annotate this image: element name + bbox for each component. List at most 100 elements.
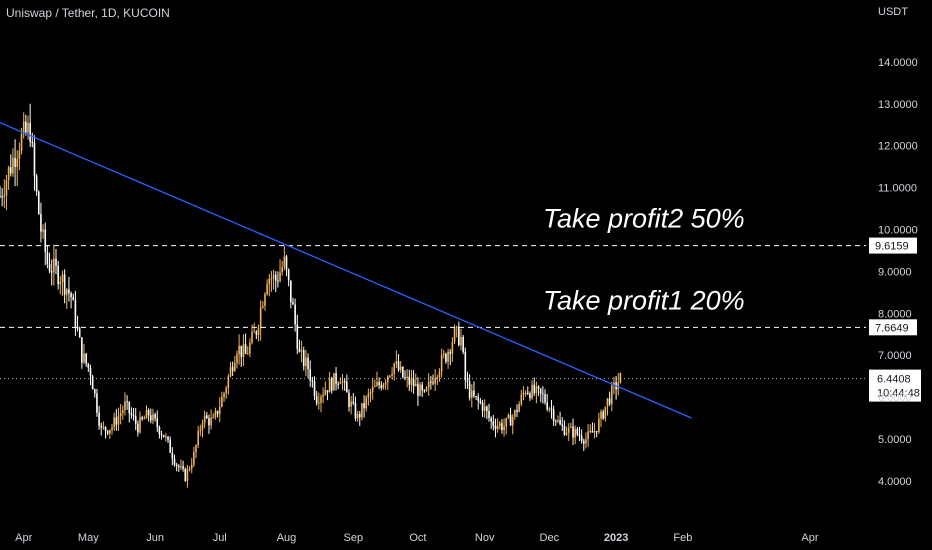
- candle-body: [307, 357, 309, 370]
- candle-body: [266, 284, 268, 295]
- candle-body: [580, 435, 583, 441]
- y-tick-label: 8.0000: [878, 308, 912, 320]
- candle-body: [442, 353, 445, 355]
- y-tick-label: 14.0000: [878, 57, 918, 69]
- candle-body: [365, 397, 368, 409]
- candle-body: [141, 417, 143, 419]
- candle-body: [589, 430, 592, 432]
- candle-body: [113, 417, 115, 428]
- candle-body: [419, 384, 421, 396]
- candle-body: [285, 256, 288, 270]
- candle-body: [531, 384, 533, 399]
- price-axis[interactable]: USDT 4.0000 5.0000 6.0000 7.0000 8.0000 9.0000…: [878, 6, 918, 488]
- candle-body: [227, 376, 230, 389]
- candle-body: [0, 195, 1, 197]
- candle-body: [81, 337, 83, 363]
- candle-body: [608, 398, 611, 404]
- candle-body: [68, 289, 70, 294]
- candle-body: [98, 412, 100, 426]
- candle-body: [537, 386, 540, 389]
- candle-body: [552, 409, 555, 421]
- candle-body: [137, 423, 139, 433]
- candle-body: [522, 393, 525, 395]
- price-tag-text: 7.6649: [875, 322, 909, 334]
- candle-body: [363, 403, 365, 409]
- candle-body: [516, 410, 518, 412]
- candle-body: [152, 414, 154, 421]
- candle-body: [397, 361, 400, 371]
- candle-body: [236, 354, 238, 364]
- candle-body: [313, 380, 316, 397]
- candle-body: [514, 410, 516, 417]
- candle-body: [473, 390, 475, 397]
- trendline[interactable]: [0, 122, 692, 419]
- candle-body: [167, 436, 169, 440]
- candle-body: [393, 363, 396, 374]
- candle-body: [171, 452, 174, 459]
- candle-body: [16, 158, 19, 167]
- candle-body: [432, 382, 434, 384]
- candle-body: [46, 251, 49, 265]
- candle-body: [119, 413, 122, 416]
- candle-body: [100, 425, 103, 428]
- x-tick-label: Sep: [344, 532, 364, 544]
- x-tick-label: Apr: [15, 532, 32, 544]
- candle-body: [212, 417, 215, 419]
- trendline-layer[interactable]: [0, 122, 692, 419]
- candle-body: [468, 381, 471, 398]
- candle-body: [369, 391, 372, 394]
- candle-body: [83, 353, 85, 363]
- candle-body: [576, 428, 579, 435]
- candle-body: [3, 195, 6, 197]
- candle-body: [57, 265, 59, 285]
- candle-body: [539, 388, 542, 394]
- candle-body: [477, 396, 480, 401]
- candle-body: [40, 214, 42, 232]
- candle-body: [128, 401, 131, 414]
- candle-body: [404, 377, 406, 379]
- candle-body: [210, 417, 212, 426]
- candle-body: [240, 345, 243, 357]
- time-axis[interactable]: Apr May Jun Jul Aug Sep Oct Nov Dec 2023 Feb Apr: [15, 532, 819, 544]
- candle-body: [130, 413, 133, 416]
- candle-body: [162, 435, 165, 437]
- candle-body: [173, 458, 176, 465]
- candle-body: [93, 389, 96, 394]
- y-tick-label: 4.0000: [878, 476, 912, 488]
- chart-title: Uniswap / Tether, 1D, KUCOIN: [6, 6, 170, 20]
- candle-body: [296, 324, 299, 349]
- candle-body: [197, 431, 199, 446]
- candle-body: [449, 351, 452, 354]
- candle-body: [270, 278, 273, 280]
- candle-body: [37, 191, 40, 215]
- candle-body: [33, 142, 36, 177]
- candle-body: [434, 378, 436, 384]
- candle-body: [483, 406, 486, 411]
- candle-body: [602, 411, 604, 419]
- candle-body: [490, 417, 492, 422]
- candle-body: [259, 307, 262, 328]
- y-tick-label: 7.0000: [878, 350, 912, 362]
- candle-body: [178, 465, 180, 468]
- candle-body: [5, 180, 8, 196]
- candle-body: [533, 384, 536, 394]
- candle-body: [356, 413, 359, 419]
- x-tick-label: Apr: [801, 532, 818, 544]
- candle-body: [421, 384, 424, 391]
- candle-body: [557, 420, 559, 422]
- candle-body: [55, 258, 57, 266]
- candle-body: [42, 229, 44, 232]
- candle-body: [479, 400, 482, 403]
- candle-body: [561, 424, 564, 426]
- candle-body: [255, 331, 258, 335]
- candle-body: [14, 157, 16, 167]
- candle-body: [611, 385, 613, 404]
- candle-body: [535, 386, 538, 394]
- candle-body: [279, 272, 281, 282]
- price-tag-box: [869, 237, 917, 254]
- candle-body: [225, 388, 227, 394]
- candle-body: [520, 394, 523, 404]
- candle-body: [257, 327, 260, 335]
- candle-body: [389, 375, 391, 377]
